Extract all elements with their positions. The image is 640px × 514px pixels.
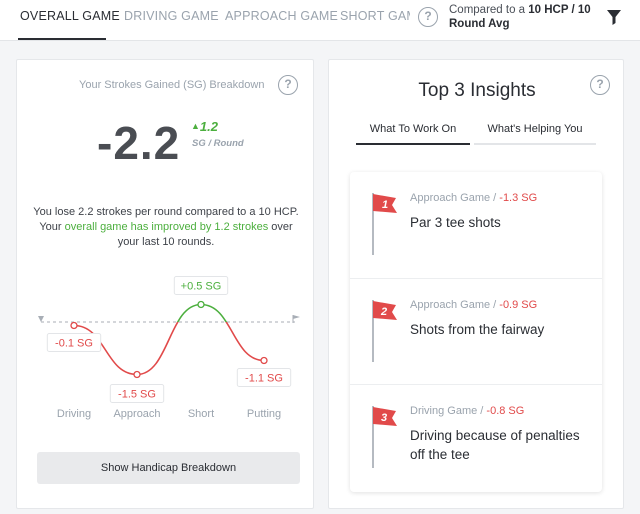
category-label: Approach <box>113 408 160 420</box>
filter-icon[interactable] <box>606 8 622 26</box>
data-point <box>70 321 78 330</box>
value-label-box <box>109 384 165 403</box>
value-label: -1.5 SG <box>118 389 156 401</box>
top-nav: OVERALL GAME DRIVING GAME APPROACH GAME … <box>0 0 640 41</box>
series-line-negative <box>73 322 265 376</box>
show-handicap-breakdown-button[interactable]: Show Handicap Breakdown <box>37 452 300 484</box>
tab-approach-game[interactable]: APPROACH GAME <box>225 9 339 23</box>
list-item[interactable]: 1 Approach Game / -1.3 SG Par 3 tee shot… <box>350 172 602 278</box>
insight-category-label: Approach Game / <box>410 192 500 204</box>
flag-icon: 1 <box>372 193 397 255</box>
sg-description: You lose 2.2 strokes per round compared … <box>31 205 301 250</box>
insights-title: Top 3 Insights <box>418 80 536 101</box>
value-label-box <box>46 333 102 352</box>
category-label: Driving <box>57 408 91 420</box>
value-label: +0.5 SG <box>181 281 222 293</box>
compare-value: 10 HCP / 10 Round Avg <box>449 4 591 30</box>
sg-breakdown-title: Your Strokes Gained (SG) Breakdown <box>79 79 265 91</box>
insight-value: -0.8 SG <box>486 405 525 417</box>
tab-overall-game[interactable]: OVERALL GAME <box>18 0 120 40</box>
insights-card: Top 3 Insights ? What To Work On What's … <box>328 59 624 509</box>
flag-rank: 3 <box>381 412 387 424</box>
category-label: Putting <box>247 408 281 420</box>
data-point <box>133 370 141 379</box>
insights-list: 1 Approach Game / -1.3 SG Par 3 tee shot… <box>350 172 602 492</box>
flag-rank: 1 <box>382 199 388 211</box>
insight-category: Driving Game / -0.8 SG <box>410 405 524 417</box>
insight-text: Driving because of penalties off the tee <box>410 428 580 462</box>
insight-category-label: Approach Game / <box>410 299 500 311</box>
value-label-box <box>173 276 229 295</box>
tee-icon <box>38 316 44 322</box>
value-label-box <box>236 368 292 387</box>
insight-text: Shots from the fairway <box>410 322 545 337</box>
flag-rank: 2 <box>380 306 387 318</box>
value-label: -0.1 SG <box>55 338 93 350</box>
value-label: -1.1 SG <box>245 373 283 385</box>
help-icon[interactable]: ? <box>278 75 298 95</box>
data-point <box>260 356 268 365</box>
tab-whats-helping-you[interactable]: What's Helping You <box>474 123 596 145</box>
list-item[interactable]: 3 Driving Game / -0.8 SG Driving because… <box>350 384 602 490</box>
sg-category-chart: -0.1 SG Driving -1.5 SG Approach +0.5 SG Shor… <box>38 276 300 420</box>
tab-what-to-work-on[interactable]: What To Work On <box>356 123 470 145</box>
desc-text-2: over your last 10 rounds. <box>117 221 293 248</box>
compare-label[interactable]: Compared to a 10 HCP / 10 Round Avg <box>449 3 609 31</box>
arrow-up-icon: ▲ <box>191 121 200 131</box>
desc-highlight: overall game has improved by 1.2 strokes <box>64 221 269 233</box>
insight-text: Par 3 tee shots <box>410 215 501 230</box>
category-label: Short <box>188 408 214 420</box>
pin-flag-icon <box>293 315 300 319</box>
data-point <box>197 300 205 309</box>
tab-driving-game[interactable]: DRIVING GAME <box>124 9 219 23</box>
flag-icon: 2 <box>372 300 397 362</box>
insight-category: Approach Game / -1.3 SG <box>410 192 537 204</box>
insight-category: Approach Game / -0.9 SG <box>410 299 537 311</box>
sg-improvement: ▲1.2 <box>191 119 218 134</box>
sg-breakdown-card: Your Strokes Gained (SG) Breakdown ? -2.… <box>16 59 314 509</box>
help-icon[interactable]: ? <box>418 7 438 27</box>
sg-total-value: -2.2 <box>97 117 181 169</box>
insight-value: -1.3 SG <box>499 192 538 204</box>
compare-prefix: Compared to a <box>449 4 529 16</box>
desc-text-1: You lose 2.2 strokes per round compared … <box>33 206 299 233</box>
tab-short-game[interactable]: SHORT GAME <box>340 9 410 23</box>
flag-icon: 3 <box>372 406 397 468</box>
sg-improvement-value: 1.2 <box>199 119 218 134</box>
help-icon[interactable]: ? <box>590 75 610 95</box>
insight-value: -0.9 SG <box>499 299 538 311</box>
insight-category-label: Driving Game / <box>410 405 487 417</box>
sg-unit-label: SG / Round <box>192 138 244 149</box>
list-item[interactable]: 2 Approach Game / -0.9 SG Shots from the… <box>350 278 602 384</box>
